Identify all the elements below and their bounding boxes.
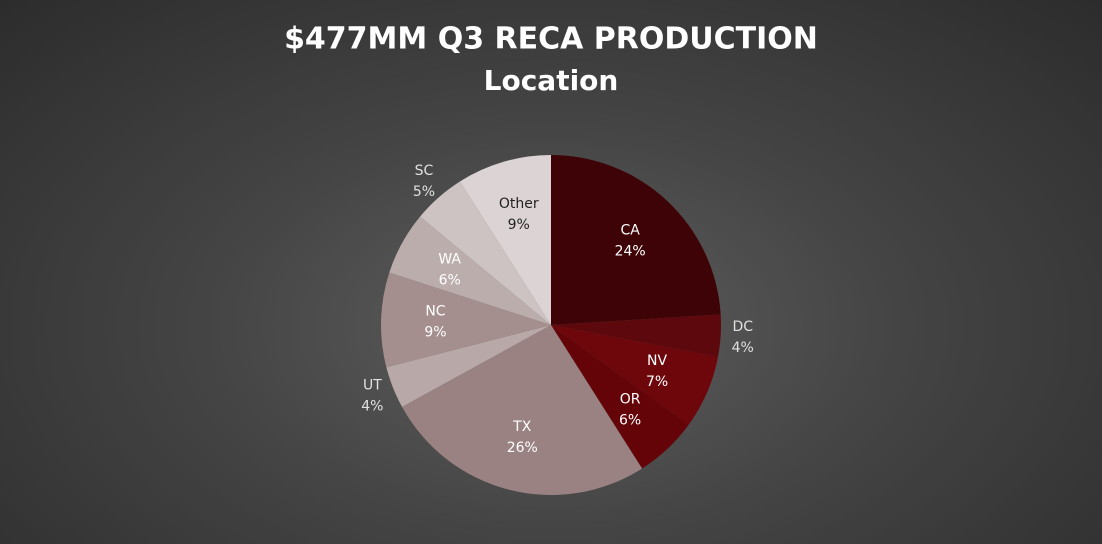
slice-value-label: 9% bbox=[508, 217, 530, 233]
pie-slice bbox=[386, 325, 551, 407]
slice-category-label: NC bbox=[425, 303, 445, 319]
slice-value-label: 7% bbox=[646, 374, 668, 390]
slice-category-label: SC bbox=[415, 163, 434, 179]
slice-category-label: NV bbox=[647, 353, 667, 369]
slice-value-label: 4% bbox=[361, 399, 383, 415]
pie-slice bbox=[389, 216, 551, 325]
pie-slice bbox=[551, 314, 722, 357]
pie-slice bbox=[381, 272, 551, 368]
pie-slice bbox=[459, 155, 551, 325]
pie-slice bbox=[551, 325, 718, 425]
slice-value-label: 6% bbox=[619, 412, 641, 428]
slice-value-label: 4% bbox=[732, 340, 754, 356]
chart-title: $477MM Q3 RECA PRODUCTION bbox=[284, 22, 818, 57]
slice-value-label: 24% bbox=[615, 244, 646, 260]
slice-category-label: CA bbox=[620, 223, 640, 239]
slice-category-label: TX bbox=[512, 419, 532, 435]
chart-subtitle: Location bbox=[484, 64, 619, 97]
slice-value-label: 6% bbox=[439, 272, 461, 288]
pie-slice bbox=[551, 325, 689, 469]
slice-category-label: DC bbox=[732, 319, 753, 335]
pie-slice bbox=[402, 325, 643, 495]
pie-slice bbox=[420, 181, 551, 325]
slice-category-label: OR bbox=[620, 391, 641, 407]
slice-category-label: WA bbox=[438, 251, 461, 267]
slice-value-label: 26% bbox=[507, 440, 538, 456]
slice-value-label: 5% bbox=[413, 184, 435, 200]
pie-slice bbox=[551, 155, 721, 325]
slice-category-label: Other bbox=[499, 196, 539, 212]
slice-category-label: UT bbox=[363, 378, 382, 394]
slice-value-label: 9% bbox=[424, 324, 446, 340]
